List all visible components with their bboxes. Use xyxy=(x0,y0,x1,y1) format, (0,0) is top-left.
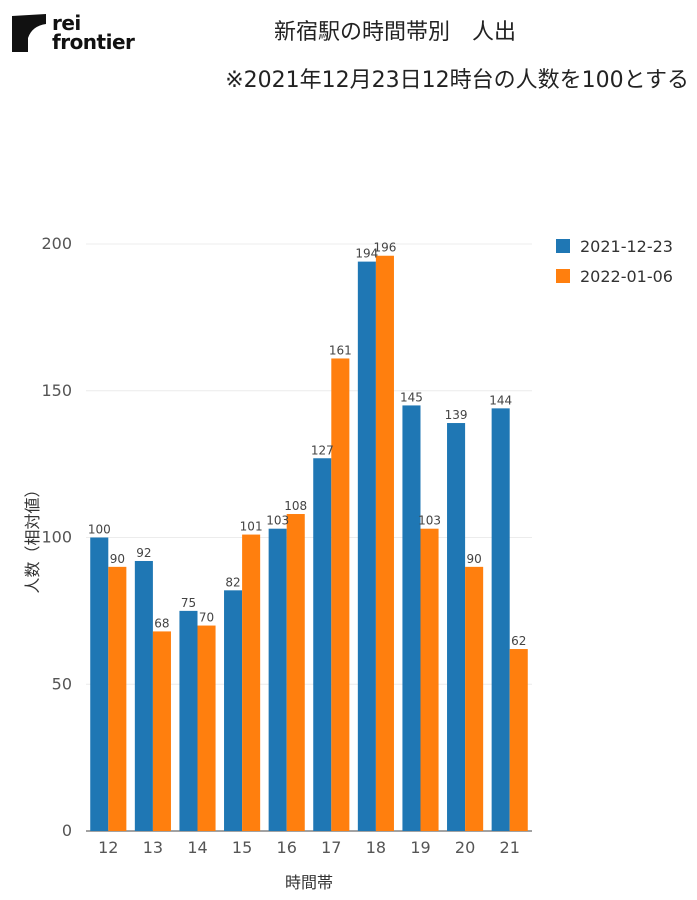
data-label: 127 xyxy=(311,443,334,457)
data-label: 145 xyxy=(400,390,423,404)
x-tick-label: 15 xyxy=(232,838,252,857)
bar xyxy=(509,649,528,831)
data-label: 101 xyxy=(240,520,263,534)
bar xyxy=(375,255,394,832)
chart-title: 新宿駅の時間帯別 人出 xyxy=(273,20,516,45)
legend-label: 2021-12-23 xyxy=(580,237,673,256)
data-label: 90 xyxy=(466,552,481,566)
x-tick-label: 18 xyxy=(366,838,386,857)
logo-line2: frontier xyxy=(52,30,135,54)
bar xyxy=(108,566,127,831)
data-label: 90 xyxy=(110,552,125,566)
bar xyxy=(491,408,510,831)
bars xyxy=(90,255,528,832)
data-label: 108 xyxy=(284,499,307,513)
x-tick-label: 12 xyxy=(98,838,118,857)
bar xyxy=(179,610,198,831)
bar xyxy=(286,514,305,831)
data-label: 139 xyxy=(445,408,468,422)
y-axis-ticks: 0 50 100 150 200 xyxy=(41,234,72,840)
data-label: 82 xyxy=(225,575,240,589)
data-label: 68 xyxy=(154,616,169,630)
data-label: 196 xyxy=(373,241,396,255)
bar xyxy=(197,625,216,831)
y-tick-label: 150 xyxy=(41,381,72,400)
bar xyxy=(313,458,332,831)
y-tick-label: 0 xyxy=(62,821,72,840)
legend: 2021-12-23 2022-01-06 xyxy=(556,237,673,286)
y-axis-label: 人数（相対値） xyxy=(23,481,42,593)
bar xyxy=(224,590,243,831)
bar xyxy=(90,537,109,831)
x-axis-ticks: 12 13 14 15 16 17 18 19 20 21 xyxy=(98,838,520,857)
bar xyxy=(268,528,287,831)
data-label: 92 xyxy=(136,546,151,560)
logo-icon xyxy=(12,14,46,52)
x-tick-label: 16 xyxy=(277,838,297,857)
bar xyxy=(357,261,376,831)
data-label: 62 xyxy=(511,634,526,648)
logo-line1: rei xyxy=(52,11,81,35)
data-label: 144 xyxy=(489,393,512,407)
x-axis-label: 時間帯 xyxy=(285,873,333,892)
y-tick-label: 200 xyxy=(41,234,72,253)
data-label: 100 xyxy=(88,523,111,537)
logo-text: rei frontier xyxy=(52,11,135,54)
data-label: 194 xyxy=(355,247,378,261)
bar xyxy=(152,631,171,831)
y-tick-label: 50 xyxy=(52,674,72,693)
x-tick-label: 13 xyxy=(143,838,163,857)
data-label: 161 xyxy=(329,343,352,357)
logo: rei frontier xyxy=(12,11,135,54)
x-tick-label: 21 xyxy=(500,838,520,857)
bar xyxy=(402,405,421,831)
data-label: 103 xyxy=(266,514,289,528)
legend-swatch xyxy=(556,269,570,283)
legend-swatch xyxy=(556,239,570,253)
legend-label: 2022-01-06 xyxy=(580,267,673,286)
x-tick-label: 14 xyxy=(187,838,207,857)
data-label: 103 xyxy=(418,514,441,528)
y-tick-label: 100 xyxy=(41,528,72,547)
bar xyxy=(447,423,466,831)
data-label: 75 xyxy=(181,596,196,610)
bar xyxy=(242,534,261,831)
x-tick-label: 17 xyxy=(321,838,341,857)
x-tick-label: 19 xyxy=(410,838,430,857)
bar xyxy=(420,528,439,831)
bar xyxy=(331,358,350,831)
chart-subtitle: ※2021年12月23日12時台の人数を100とする xyxy=(225,68,689,93)
x-tick-label: 20 xyxy=(455,838,475,857)
bar xyxy=(134,560,153,831)
bar xyxy=(465,566,484,831)
data-label: 70 xyxy=(199,611,214,625)
